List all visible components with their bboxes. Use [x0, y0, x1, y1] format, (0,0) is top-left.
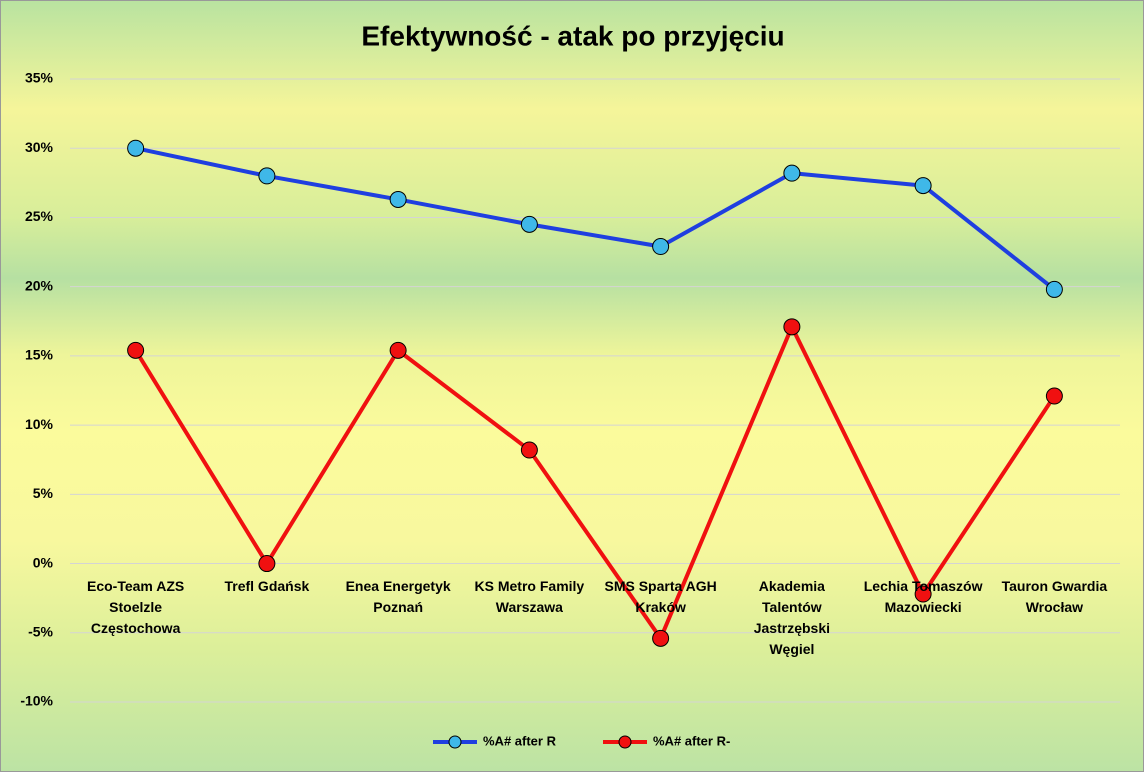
legend-marker — [618, 735, 632, 749]
chart-title: Efektywność - atak po przyjęciu — [361, 20, 784, 51]
x-tick-label: Eco-Team AZS Stoelzle Częstochowa — [87, 578, 185, 636]
y-tick-label: 25% — [25, 208, 54, 224]
y-tick-label: -10% — [20, 693, 53, 709]
legend-label: %A# after R — [483, 733, 557, 748]
point-marker — [389, 341, 407, 359]
point-marker — [520, 441, 538, 459]
point-marker — [127, 139, 145, 157]
y-tick-label: 0% — [33, 554, 54, 570]
y-tick-label: -5% — [28, 623, 53, 639]
point-marker — [652, 629, 670, 647]
y-tick-label: 20% — [25, 277, 54, 293]
x-tick-label: Enea Energetyk Poznań — [345, 578, 451, 615]
y-tick-label: 5% — [33, 485, 54, 501]
point-marker — [520, 215, 538, 233]
y-tick-label: 15% — [25, 347, 54, 363]
point-marker — [1045, 280, 1063, 298]
point-marker — [258, 555, 276, 573]
point-marker — [127, 341, 145, 359]
point-marker — [258, 167, 276, 185]
point-marker — [652, 238, 670, 256]
y-tick-label: 30% — [25, 139, 54, 155]
x-tick-label: KS Metro Family Warszawa — [474, 578, 585, 615]
x-tick-label: Trefl Gdańsk — [224, 578, 310, 594]
point-marker — [1045, 387, 1063, 405]
point-marker — [783, 318, 801, 336]
point-marker — [914, 177, 932, 195]
y-tick-label: 35% — [25, 70, 54, 86]
point-marker — [783, 164, 801, 182]
point-marker — [914, 585, 932, 603]
legend-marker — [448, 735, 462, 749]
y-tick-label: 10% — [25, 416, 54, 432]
legend-label: %A# after R- — [653, 733, 730, 748]
x-tick-label: Akademia Talentów Jastrzębski Węgiel — [753, 578, 831, 657]
series-line — [135, 146, 1056, 292]
x-tick-label: Tauron Gwardia Wrocław — [1001, 578, 1108, 615]
x-tick-label: Lechia Tomaszów Mazowiecki — [863, 578, 983, 615]
x-tick-label: SMS Sparta AGH Kraków — [604, 578, 717, 615]
series-line — [133, 324, 1057, 641]
point-marker — [389, 190, 407, 208]
